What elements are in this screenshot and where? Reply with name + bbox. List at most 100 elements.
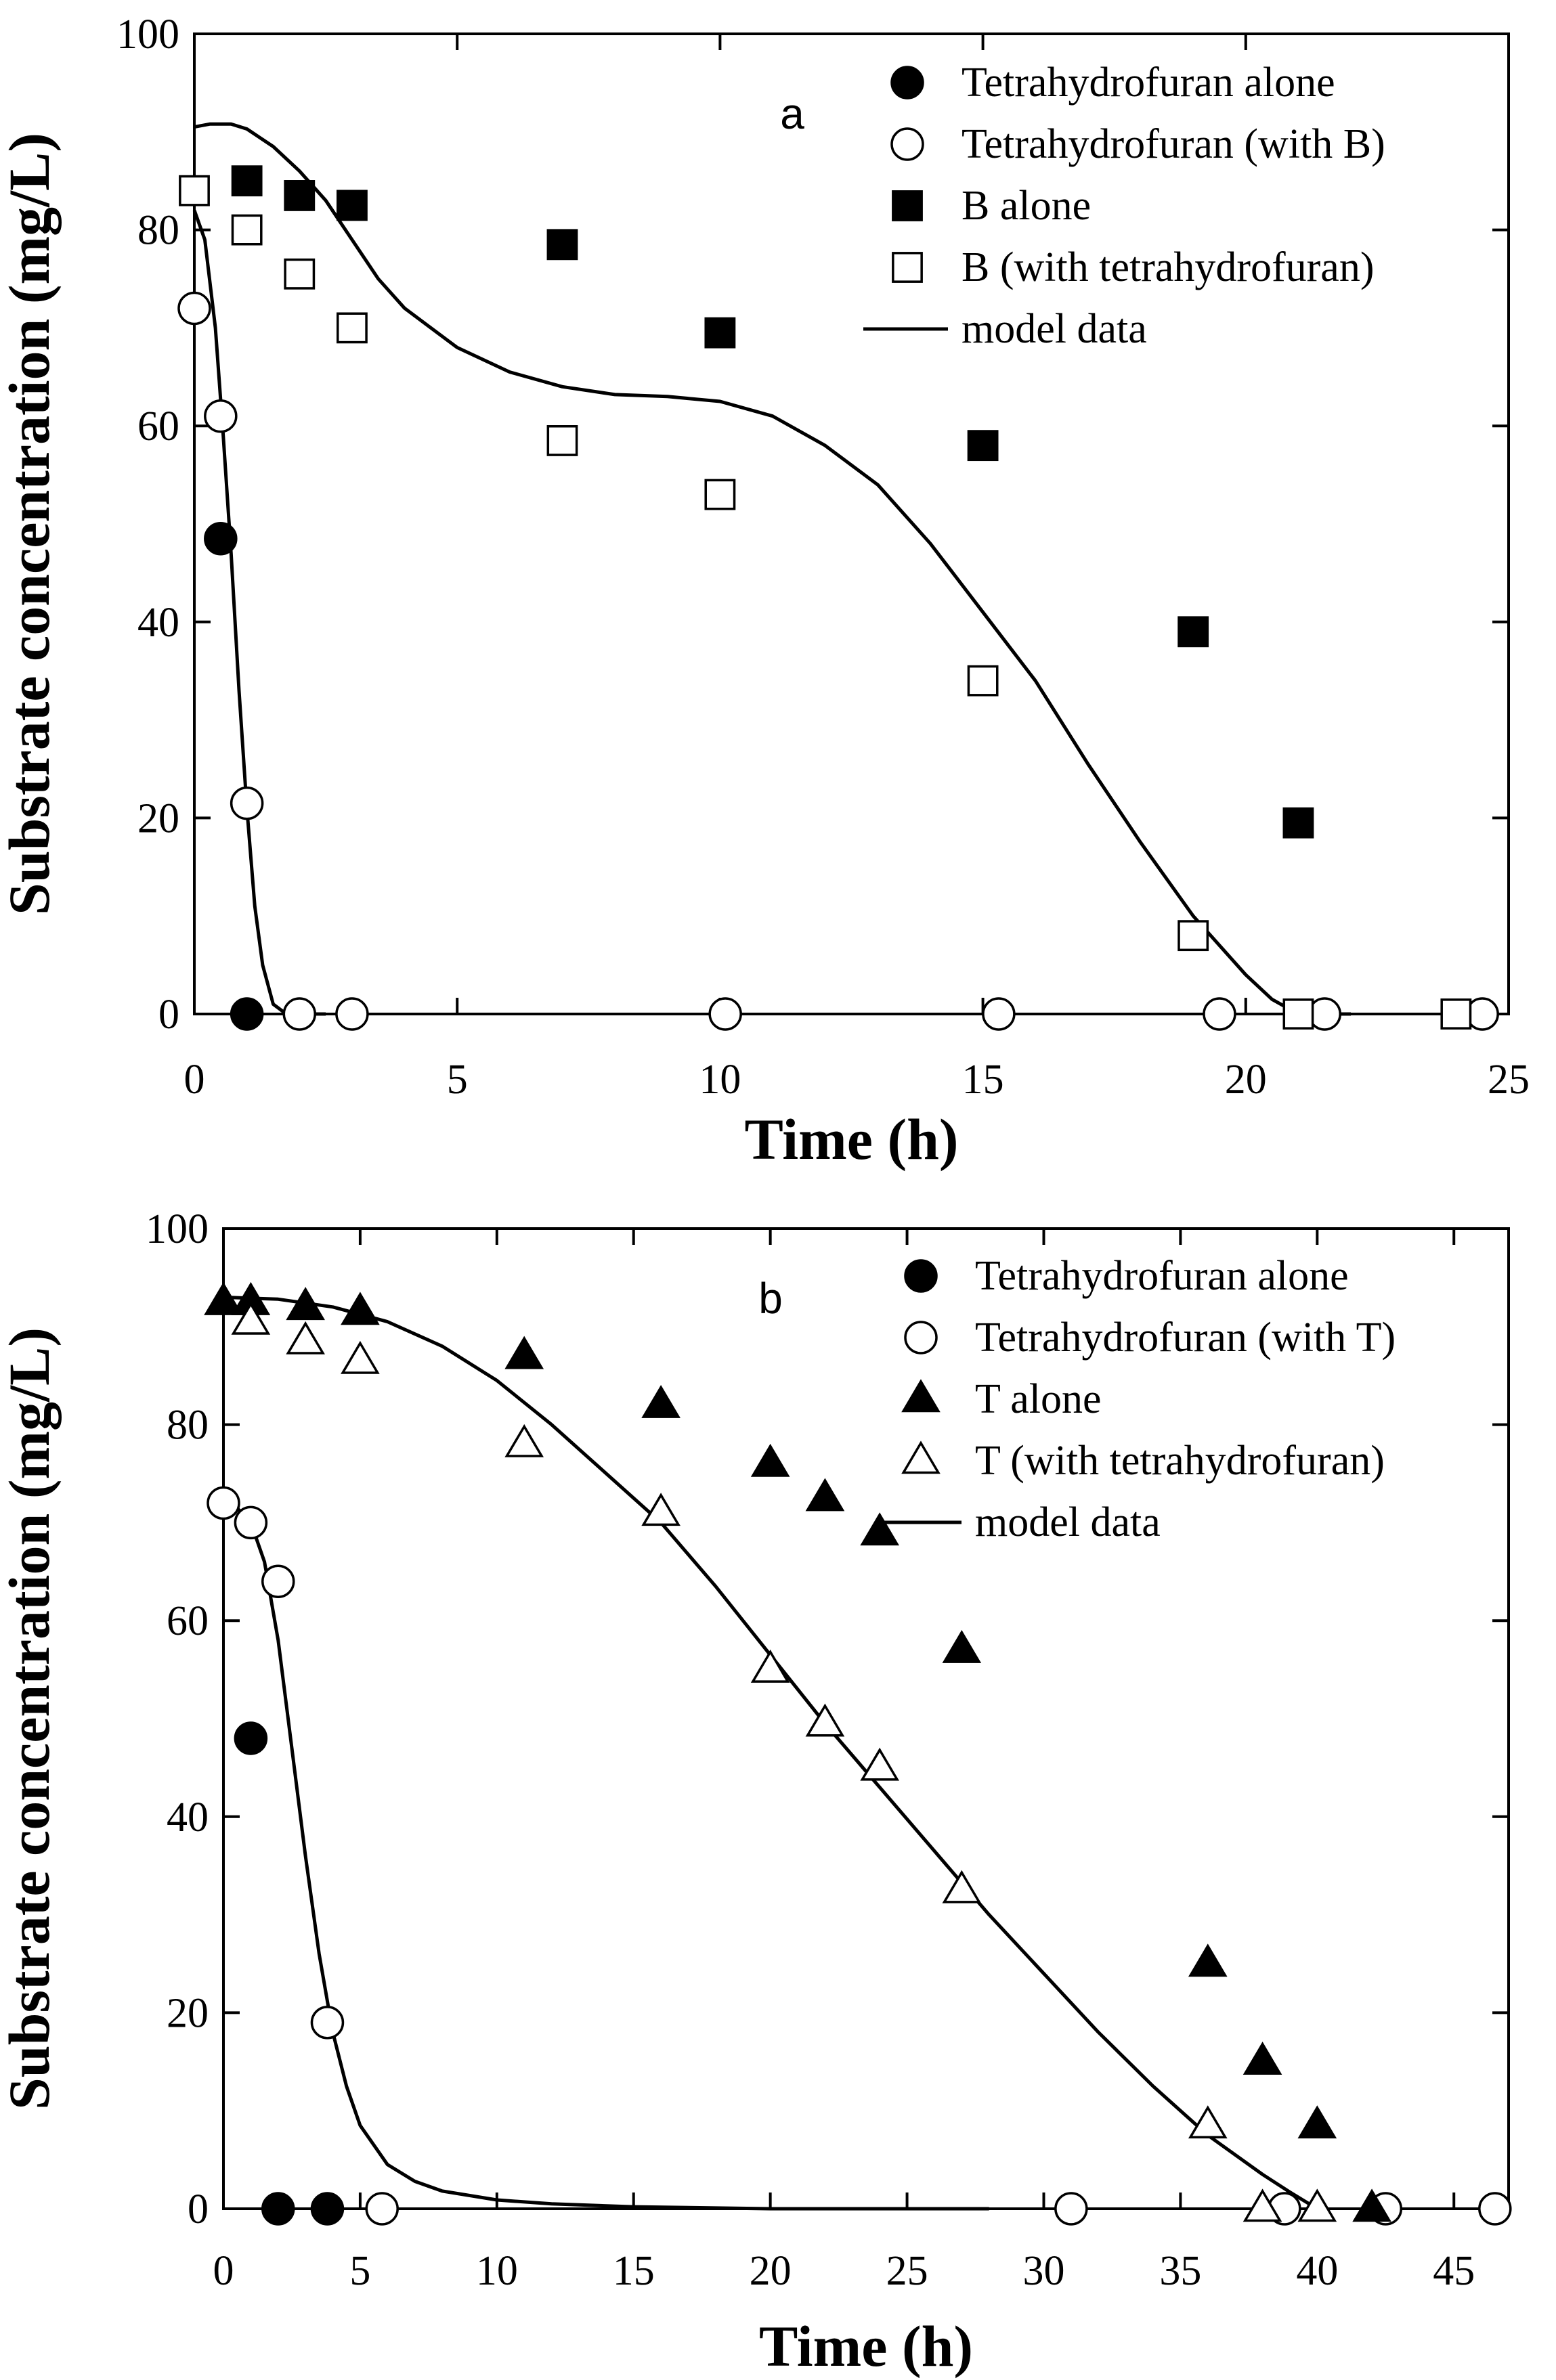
x-tick-label: 15 (613, 2248, 655, 2294)
legend-marker (904, 1259, 938, 1293)
legend-marker (890, 66, 924, 100)
point-tetrahydrofuran-with-b (204, 399, 238, 433)
point-tetrahydrofuran-with-b (230, 786, 264, 820)
y-tick-label: 60 (137, 403, 179, 449)
x-tick-label: 20 (1225, 1057, 1267, 1103)
point-b-with-tetrahydrofuran (967, 665, 999, 697)
point-t-with-tetrahydrofuran (504, 1424, 544, 1457)
y-tick-label: 40 (167, 1794, 209, 1841)
point-tetrahydrofuran-with-t (1054, 2192, 1088, 2226)
panel-letter: a (780, 89, 804, 138)
x-axis-title: Time (h) (744, 1107, 958, 1172)
legend-marker (890, 127, 924, 161)
x-tick-label: 40 (1296, 2248, 1338, 2294)
panel-b: 0 5 10 15 20 25 30 35 40 45 0 20 40 60 80 100 Time (h) Su… (0, 1206, 1512, 2379)
point-t-alone (1242, 2042, 1282, 2075)
legend-marker (904, 1321, 938, 1354)
point-t-with-tetrahydrofuran (860, 1747, 900, 1781)
point-b-alone (1282, 807, 1314, 839)
point-b-with-tetrahydrofuran (284, 258, 316, 290)
legend-label: Tetrahydrofuran (with T) (975, 1315, 1396, 1361)
legend-label: T (with tetrahydrofuran) (975, 1438, 1385, 1484)
y-tick-label: 100 (146, 1206, 209, 1252)
point-t-alone (204, 1281, 243, 1315)
y-tick-label: 0 (188, 2186, 209, 2232)
legend-marker (892, 252, 923, 283)
x-tick-label: 25 (1488, 1057, 1530, 1103)
point-t-with-tetrahydrofuran (750, 1649, 790, 1683)
y-tick-label: 40 (137, 600, 179, 646)
point-b-with-tetrahydrofuran (1177, 920, 1209, 952)
point-t-with-tetrahydrofuran (231, 1301, 271, 1335)
point-tetrahydrofuran-alone (230, 997, 264, 1031)
point-b-alone (704, 317, 736, 349)
point-b-with-tetrahydrofuran (704, 479, 736, 510)
x-tick-label: 20 (750, 2248, 792, 2294)
y-tick-label: 60 (167, 1598, 209, 1644)
point-b-with-tetrahydrofuran (1440, 998, 1472, 1030)
point-t-alone (341, 1292, 380, 1325)
legend-label: Tetrahydrofuran (with B) (961, 121, 1385, 167)
x-tick-label: 10 (699, 1057, 741, 1103)
point-b-with-tetrahydrofuran (546, 425, 578, 456)
point-b-with-tetrahydrofuran (1282, 998, 1314, 1030)
point-tetrahydrofuran-with-t (365, 2192, 399, 2226)
y-tick-label: 80 (137, 208, 179, 254)
point-b-alone (967, 430, 999, 462)
point-tetrahydrofuran-alone (261, 2192, 295, 2226)
point-b-alone (284, 180, 316, 211)
x-tick-label: 0 (213, 2248, 234, 2294)
legend-marker (892, 190, 923, 221)
point-tetrahydrofuran-with-t (310, 2006, 345, 2040)
x-tick-label: 35 (1159, 2248, 1201, 2294)
legend-label: model data (961, 306, 1147, 352)
point-tetrahydrofuran-alone (310, 2192, 345, 2226)
point-b-with-tetrahydrofuran (337, 312, 368, 344)
point-t-with-tetrahydrofuran (1297, 2188, 1337, 2222)
model-curve (194, 122, 1352, 1016)
point-t-alone (750, 1443, 790, 1477)
x-tick-label: 25 (886, 2248, 928, 2294)
plot-frame (193, 32, 1510, 1015)
y-tick-label: 20 (167, 1990, 209, 2036)
point-b-alone (1177, 616, 1209, 648)
x-tick-label: 15 (962, 1057, 1004, 1103)
point-tetrahydrofuran-with-t (234, 1505, 268, 1540)
legend-label: model data (975, 1499, 1161, 1545)
point-t-with-tetrahydrofuran (805, 1703, 845, 1737)
model-curve (223, 1501, 989, 2211)
point-t-alone (504, 1336, 544, 1369)
y-tick-label: 0 (158, 992, 179, 1038)
legend-label: B (with tetrahydrofuran) (961, 244, 1374, 290)
x-tick-label: 5 (349, 2248, 370, 2294)
point-t-with-tetrahydrofuran (1242, 2188, 1282, 2222)
point-t-with-tetrahydrofuran (641, 1493, 680, 1526)
x-tick-label: 0 (184, 1057, 205, 1103)
y-axis-title: Substrate concentration (mg/L) (0, 133, 62, 915)
point-tetrahydrofuran-with-t (207, 1486, 240, 1520)
point-t-with-tetrahydrofuran (341, 1340, 380, 1374)
point-tetrahydrofuran-alone (204, 521, 238, 556)
point-b-with-tetrahydrofuran (179, 175, 210, 206)
point-b-alone (337, 190, 368, 221)
point-t-alone (942, 1629, 982, 1663)
legend-label: Tetrahydrofuran alone (975, 1253, 1349, 1299)
legend-label: T alone (975, 1376, 1102, 1422)
point-tetrahydrofuran-with-b (177, 291, 211, 326)
point-tetrahydrofuran-with-b (282, 997, 317, 1031)
y-tick-label: 20 (137, 795, 179, 841)
panel-letter: b (758, 1274, 783, 1323)
point-b-with-tetrahydrofuran (231, 214, 263, 246)
y-axis-title: Substrate concentration (mg/L) (0, 1327, 62, 2110)
point-t-alone (1352, 2188, 1391, 2222)
point-t-alone (1188, 1943, 1228, 1977)
point-t-alone (641, 1384, 680, 1418)
x-axis-title: Time (h) (759, 2314, 973, 2379)
point-t-alone (805, 1478, 845, 1512)
point-t-with-tetrahydrofuran (942, 1870, 982, 1903)
legend-marker (901, 1379, 941, 1413)
point-tetrahydrofuran-with-b (335, 997, 369, 1031)
legend-label: B alone (961, 183, 1091, 229)
point-t-alone (286, 1287, 325, 1321)
